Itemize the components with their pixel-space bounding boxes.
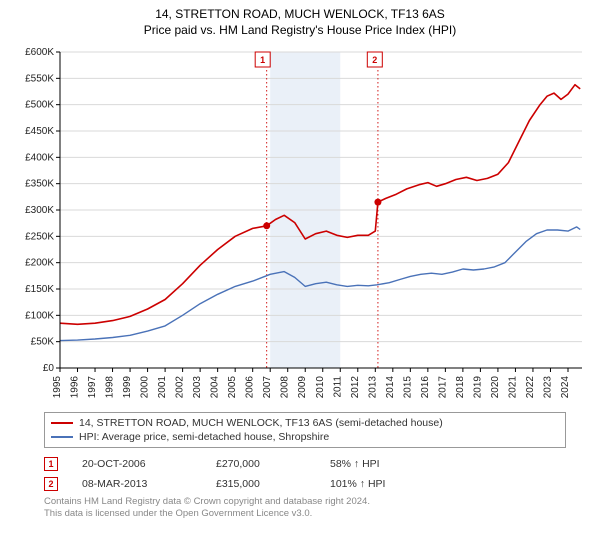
svg-text:2020: 2020 <box>490 376 501 399</box>
svg-text:1997: 1997 <box>87 376 98 399</box>
legend-label: HPI: Average price, semi-detached house,… <box>79 431 329 443</box>
sale-marker-icon: 2 <box>44 477 58 491</box>
svg-text:2006: 2006 <box>245 376 256 399</box>
svg-text:2015: 2015 <box>402 376 413 399</box>
svg-text:2014: 2014 <box>385 376 396 399</box>
legend-swatch-hpi <box>51 436 73 438</box>
svg-text:2019: 2019 <box>472 376 483 399</box>
sale-marker-icon: 1 <box>44 457 58 471</box>
svg-text:£400K: £400K <box>25 153 54 164</box>
svg-text:2023: 2023 <box>542 376 553 399</box>
svg-text:£450K: £450K <box>25 126 54 137</box>
price-chart: £0 £50K £100K £150K £200K £250K £300K £350K £400… <box>10 46 590 406</box>
svg-text:2001: 2001 <box>157 376 168 399</box>
svg-text:2021: 2021 <box>507 376 518 399</box>
svg-text:2: 2 <box>372 55 377 65</box>
title-block: 14, STRETTON ROAD, MUCH WENLOCK, TF13 6A… <box>10 6 590 38</box>
sale-date: 08-MAR-2013 <box>82 478 192 490</box>
svg-text:2008: 2008 <box>280 376 291 399</box>
svg-text:£250K: £250K <box>25 232 54 243</box>
svg-text:2017: 2017 <box>437 376 448 399</box>
svg-text:£550K: £550K <box>25 74 54 85</box>
legend-row: 14, STRETTON ROAD, MUCH WENLOCK, TF13 6A… <box>51 416 559 430</box>
sale-row: 2 08-MAR-2013 £315,000 101% ↑ HPI <box>44 474 590 494</box>
svg-text:2005: 2005 <box>227 376 238 399</box>
page-title: 14, STRETTON ROAD, MUCH WENLOCK, TF13 6A… <box>10 6 590 22</box>
svg-text:2022: 2022 <box>525 376 536 399</box>
legend-row: HPI: Average price, semi-detached house,… <box>51 430 559 444</box>
svg-text:£350K: £350K <box>25 179 54 190</box>
legend-label: 14, STRETTON ROAD, MUCH WENLOCK, TF13 6A… <box>79 417 443 429</box>
legend: 14, STRETTON ROAD, MUCH WENLOCK, TF13 6A… <box>44 412 566 448</box>
svg-text:2004: 2004 <box>210 376 221 399</box>
sale-hpi-pct: 58% ↑ HPI <box>330 458 440 470</box>
legend-swatch-property <box>51 422 73 424</box>
svg-text:£500K: £500K <box>25 100 54 111</box>
page-subtitle: Price paid vs. HM Land Registry's House … <box>10 22 590 38</box>
svg-text:2000: 2000 <box>140 376 151 399</box>
svg-text:1: 1 <box>260 55 265 65</box>
svg-text:£100K: £100K <box>25 311 54 322</box>
sale-price: £315,000 <box>216 478 306 490</box>
sale-date: 20-OCT-2006 <box>82 458 192 470</box>
svg-text:2011: 2011 <box>332 376 343 398</box>
svg-text:£150K: £150K <box>25 284 54 295</box>
svg-text:2018: 2018 <box>455 376 466 399</box>
svg-text:2009: 2009 <box>297 376 308 399</box>
svg-text:2003: 2003 <box>192 376 203 399</box>
svg-text:2013: 2013 <box>367 376 378 399</box>
svg-text:1996: 1996 <box>70 376 81 399</box>
sale-row: 1 20-OCT-2006 £270,000 58% ↑ HPI <box>44 454 590 474</box>
svg-text:2010: 2010 <box>315 376 326 399</box>
svg-text:2007: 2007 <box>262 376 273 399</box>
footnote-line: This data is licensed under the Open Gov… <box>44 508 590 520</box>
svg-text:2024: 2024 <box>560 376 571 399</box>
sales-table: 1 20-OCT-2006 £270,000 58% ↑ HPI 2 08-MA… <box>44 454 590 494</box>
svg-text:2002: 2002 <box>175 376 186 399</box>
svg-text:£300K: £300K <box>25 205 54 216</box>
sale-hpi-pct: 101% ↑ HPI <box>330 478 440 490</box>
footnote-line: Contains HM Land Registry data © Crown c… <box>44 496 590 508</box>
svg-text:£200K: £200K <box>25 258 54 269</box>
svg-text:£50K: £50K <box>31 337 55 348</box>
svg-text:2016: 2016 <box>420 376 431 399</box>
svg-text:£600K: £600K <box>25 47 54 58</box>
svg-text:2012: 2012 <box>350 376 361 399</box>
svg-text:1999: 1999 <box>122 376 133 399</box>
svg-text:1995: 1995 <box>52 376 63 399</box>
svg-text:£0: £0 <box>43 363 55 374</box>
sale-price: £270,000 <box>216 458 306 470</box>
svg-text:1998: 1998 <box>105 376 116 399</box>
footnote: Contains HM Land Registry data © Crown c… <box>44 496 590 520</box>
